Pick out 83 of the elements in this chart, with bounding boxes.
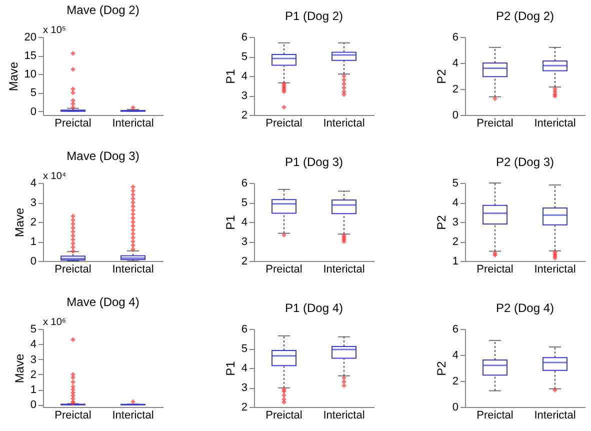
y-tick-label: 6 xyxy=(241,32,248,44)
y-axis-title: P1 xyxy=(223,360,238,376)
y-tick-label: 4 xyxy=(241,216,248,228)
y-tick-label: 15 xyxy=(24,50,36,62)
chart-title: P1 (Dog 4) xyxy=(284,301,344,315)
x-tick-label: Preictal xyxy=(476,410,514,422)
x-tick-label: Preictal xyxy=(476,264,514,276)
y-tick-label: 2 xyxy=(452,236,458,248)
y-tick-label: 5 xyxy=(241,197,248,209)
x-tick-label: Interictal xyxy=(534,118,576,130)
y-tick-label: 4 xyxy=(241,362,248,374)
x-tick-label: Preictal xyxy=(266,264,302,276)
y-tick-label: 5 xyxy=(452,178,458,190)
text: x 10⁶ xyxy=(43,317,66,328)
text: x 10⁴ xyxy=(43,171,66,182)
x-tick-label: Preictal xyxy=(476,118,514,130)
y-tick-label: 4 xyxy=(452,350,458,362)
y-axis-title: P1 xyxy=(223,214,238,230)
chart-title: Mave (Dog 4) xyxy=(66,295,140,309)
x-tick-label: Interictal xyxy=(323,118,365,130)
chart-title: P2 (Dog 4) xyxy=(496,301,554,315)
y-axis-title: Mave xyxy=(6,62,20,92)
chart-title: Mave (Dog 3) xyxy=(66,149,140,163)
x-tick-label: Interictal xyxy=(534,264,576,276)
chart-title: P1 (Dog 3) xyxy=(284,155,344,169)
y-tick-label: 4 xyxy=(452,197,458,209)
chart-title: P1 (Dog 2) xyxy=(284,9,344,23)
x-tick-label: Interictal xyxy=(112,410,154,422)
y-tick-label: 2 xyxy=(241,402,248,414)
y-tick-label: 0 xyxy=(452,402,458,414)
y-tick-label: 1 xyxy=(30,236,36,248)
x-tick-label: Interictal xyxy=(534,410,576,422)
y-tick-label: 3 xyxy=(30,354,36,366)
y-tick-label: 2 xyxy=(452,84,458,96)
chart-title: P2 (Dog 3) xyxy=(496,155,554,169)
y-tick-label: 0 xyxy=(452,110,458,122)
y-tick-label: 3 xyxy=(30,197,36,209)
y-tick-label: 2 xyxy=(241,110,248,122)
y-tick-label: 4 xyxy=(30,338,36,351)
y-tick-label: 5 xyxy=(30,87,36,100)
y-axis-title: P2 xyxy=(434,68,448,84)
x-tick-label: Preictal xyxy=(54,264,92,276)
y-tick-label: 1 xyxy=(30,384,36,396)
y-tick-label: 2 xyxy=(30,368,36,381)
chart-title: Mave (Dog 2) xyxy=(66,3,140,17)
y-tick-label: 6 xyxy=(452,32,458,44)
y-tick-label: 5 xyxy=(241,343,248,355)
y-tick-label: 0 xyxy=(30,106,36,118)
y-axis-title: P2 xyxy=(434,360,448,376)
y-tick-label: 2 xyxy=(241,256,248,268)
x-tick-label: Interictal xyxy=(112,264,154,276)
y-tick-label: 5 xyxy=(30,324,36,336)
y-tick-label: 0 xyxy=(30,256,36,268)
y-tick-label: 3 xyxy=(241,236,248,248)
y-tick-label: 1 xyxy=(452,256,458,268)
x-tick-label: Preictal xyxy=(266,410,302,422)
x-tick-label: Preictal xyxy=(266,118,302,130)
y-axis-title: Mave xyxy=(12,354,26,384)
y-tick-label: 0 xyxy=(30,399,36,412)
y-tick-label: 3 xyxy=(241,90,248,102)
y-tick-label: 2 xyxy=(452,376,458,388)
x-tick-label: Interictal xyxy=(112,118,154,130)
y-tick-label: 3 xyxy=(452,216,458,228)
x-tick-label: Preictal xyxy=(54,410,92,422)
y-axis-title: Mave xyxy=(12,208,26,238)
y-tick-label: 4 xyxy=(452,58,458,70)
y-tick-label: 2 xyxy=(30,216,36,228)
y-tick-label: 3 xyxy=(241,382,248,394)
y-axis-title: P2 xyxy=(434,214,448,230)
y-tick-label: 4 xyxy=(241,70,248,82)
y-tick-label: 6 xyxy=(452,324,458,336)
chart-title: P2 (Dog 2) xyxy=(496,9,554,23)
text: x 10⁵ xyxy=(43,25,66,36)
y-axis-title: P1 xyxy=(223,68,238,84)
y-tick-label: 10 xyxy=(24,68,36,81)
y-tick-label: 6 xyxy=(241,324,248,336)
y-tick-label: 6 xyxy=(241,178,248,190)
y-tick-label: 4 xyxy=(30,178,36,190)
y-tick-label: 5 xyxy=(241,51,248,63)
x-tick-label: Interictal xyxy=(323,410,365,422)
y-tick-label: 20 xyxy=(24,32,36,44)
x-tick-label: Interictal xyxy=(323,264,365,276)
x-tick-label: Preictal xyxy=(54,118,92,130)
